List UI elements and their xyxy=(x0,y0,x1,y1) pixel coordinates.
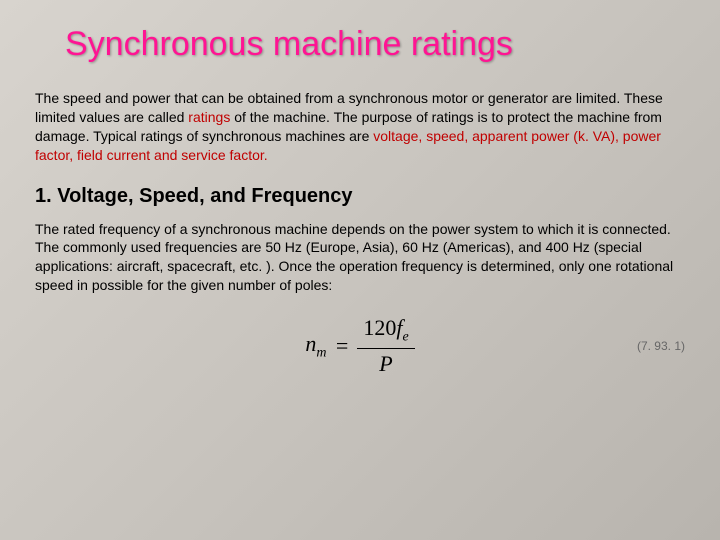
frequency-paragraph: The rated frequency of a synchronous mac… xyxy=(35,220,685,296)
formula-lhs: nm xyxy=(305,331,326,361)
intro-paragraph: The speed and power that can be obtained… xyxy=(35,89,685,165)
speed-formula: nm = 120fe P xyxy=(305,315,414,376)
formula-fraction: 120fe P xyxy=(357,315,414,376)
lhs-base: n xyxy=(305,331,316,356)
num-const: 120 xyxy=(363,315,396,340)
lhs-sub: m xyxy=(316,345,326,360)
fraction-denominator: P xyxy=(373,349,398,377)
slide-title: Synchronous machine ratings xyxy=(65,25,685,64)
num-sub: e xyxy=(402,330,408,345)
para1-dot: . xyxy=(264,147,268,163)
equation-number: (7. 93. 1) xyxy=(637,339,685,353)
para1-ratings-word: ratings xyxy=(188,109,230,125)
fraction-numerator: 120fe xyxy=(357,315,414,348)
section-heading: 1. Voltage, Speed, and Frequency xyxy=(35,185,685,208)
slide-container: Synchronous machine ratings The speed an… xyxy=(0,0,720,402)
formula-equals: = xyxy=(334,333,349,359)
formula-row: nm = 120fe P (7. 93. 1) xyxy=(35,315,685,376)
